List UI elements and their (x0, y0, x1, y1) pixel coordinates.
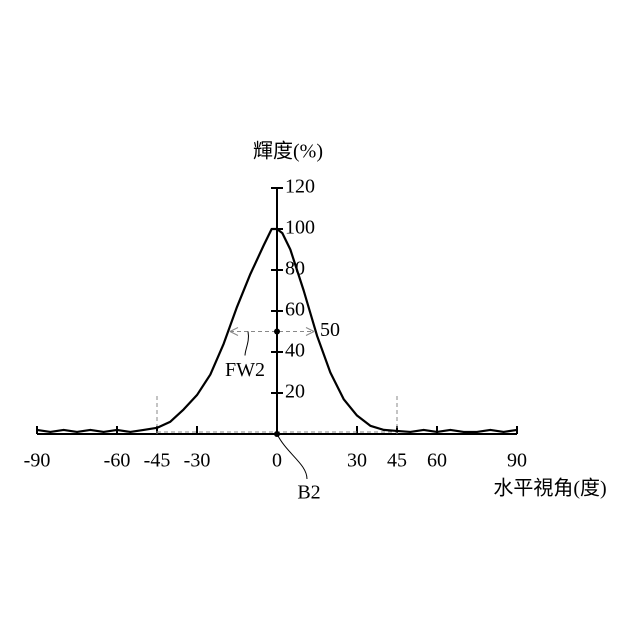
y-axis-label: 輝度(%) (253, 140, 323, 163)
x-tick-label: -45 (144, 450, 171, 472)
fw-leader (245, 332, 248, 356)
x-tick-label: 90 (507, 450, 527, 472)
half-max-label: 50 (320, 319, 340, 341)
y-tick-label: 20 (285, 381, 305, 403)
x-axis-label: 水平視角(度) (493, 477, 606, 500)
y-tick-label: 120 (285, 176, 315, 198)
page: {"chart_data": {"type": "line", "y_label… (0, 0, 640, 640)
x-tick-label: -60 (104, 450, 131, 472)
x-tick-label: -90 (24, 450, 51, 472)
y-tick-label: 100 (285, 217, 315, 239)
x-tick-label: 30 (347, 450, 367, 472)
series-label: B2 (297, 482, 320, 504)
fw-label: FW2 (225, 359, 265, 381)
half-max-point (274, 329, 280, 335)
x-tick-label: 0 (272, 450, 282, 472)
y-tick-label: 40 (285, 340, 305, 362)
x-tick-label: 45 (387, 450, 407, 472)
y-tick-label: 60 (285, 299, 305, 321)
x-tick-label: -30 (184, 450, 211, 472)
chart: 輝度(%) 水平視角(度) 20406080100120-90-60-45-30… (0, 0, 640, 640)
x-tick-label: 60 (427, 450, 447, 472)
